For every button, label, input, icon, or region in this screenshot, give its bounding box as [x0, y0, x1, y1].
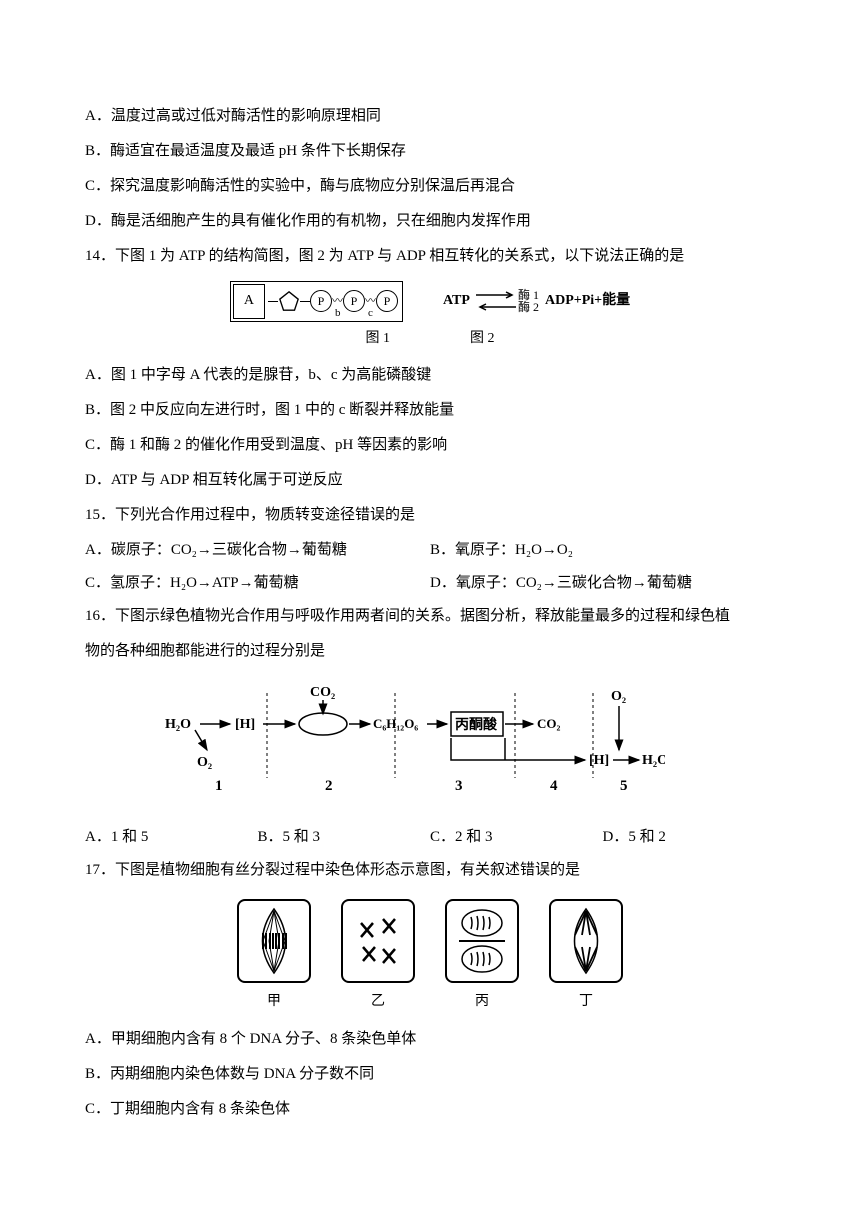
q17-option-c: C．丁期细胞内含有 8 条染色体: [85, 1093, 775, 1126]
svg-text:5: 5: [620, 778, 628, 794]
bond-c: 〰c: [365, 296, 376, 307]
svg-text:3: 3: [455, 778, 463, 794]
cell-jia-label: 甲: [267, 987, 281, 1018]
q16-diagram: H₂O [H] O₂ CO₂ C₆H₁₂O₆ 丙酮酸 CO₂ [H] O₂ H₂…: [145, 678, 775, 811]
cell-jia: [237, 899, 311, 983]
svg-text:1: 1: [215, 778, 223, 794]
svg-text:O₂: O₂: [611, 689, 626, 704]
q17-stem: 17．下图是植物细胞有丝分裂过程中染色体形态示意图，有关叙述错误的是: [85, 854, 775, 887]
svg-text:H₂O: H₂O: [642, 753, 665, 768]
q16-option-c: C．2 和 3: [430, 821, 603, 854]
svg-text:CO₂: CO₂: [537, 716, 561, 731]
q14-stem: 14．下图 1 为 ATP 的结构简图，图 2 为 ATP 与 ADP 相互转化…: [85, 240, 775, 273]
q15-option-d: D．氧原子：CO₂→三碳化合物→葡萄糖: [430, 567, 775, 600]
cell-bing: [445, 899, 519, 983]
q16-stem-1: 16．下图示绿色植物光合作用与呼吸作用两者间的关系。据图分析，释放能量最多的过程…: [85, 600, 775, 633]
q14-diagram: A P 〰b P 〰c P ATP 酶 1 酶 2: [85, 281, 775, 355]
atp-structure-diagram: A P 〰b P 〰c P: [230, 281, 403, 322]
q14-option-b: B．图 2 中反应向左进行时，图 1 中的 c 断裂并释放能量: [85, 394, 775, 427]
phosphate-1: P: [310, 290, 332, 312]
q14-option-a: A．图 1 中字母 A 代表的是腺苷，b、c 为高能磷酸键: [85, 359, 775, 392]
q15-stem: 15．下列光合作用过程中，物质转变途径错误的是: [85, 499, 775, 532]
svg-text:[H]: [H]: [235, 717, 255, 732]
q16-stem-2: 物的各种细胞都能进行的过程分别是: [85, 635, 775, 668]
bond-b: 〰b: [332, 296, 343, 307]
svg-text:CO₂: CO₂: [310, 685, 335, 700]
atp-label: ATP: [443, 286, 470, 317]
cell-yi-label: 乙: [371, 987, 385, 1018]
q14-option-c: C．酶 1 和酶 2 的催化作用受到温度、pH 等因素的影响: [85, 429, 775, 462]
cell-bing-label: 丙: [475, 987, 489, 1018]
cell-yi: [341, 899, 415, 983]
pentagon-icon: [278, 290, 300, 312]
q13-option-d: D．酶是活细胞产生的具有催化作用的有机物，只在细胞内发挥作用: [85, 205, 775, 238]
adenosine-box: A: [233, 284, 265, 319]
q13-option-b: B．酶适宜在最适温度及最适 pH 条件下长期保存: [85, 135, 775, 168]
svg-text:O₂: O₂: [197, 755, 212, 770]
adp-label: ADP+Pi+能量: [545, 286, 630, 317]
phosphate-2: P: [343, 290, 365, 312]
q15-option-b: B．氧原子：H₂O→O₂: [430, 534, 775, 567]
svg-text:C₆H₁₂O₆: C₆H₁₂O₆: [373, 716, 418, 731]
svg-text:H₂O: H₂O: [165, 717, 191, 732]
q17-option-a: A．甲期细胞内含有 8 个 DNA 分子、8 条染色单体: [85, 1023, 775, 1056]
q17-diagram: 甲 乙: [85, 899, 775, 1018]
q16-option-a: A．1 和 5: [85, 821, 258, 854]
q15-option-c: C．氢原子：H₂O→ATP→葡萄糖: [85, 567, 430, 600]
reversible-arrows-icon: 酶 1 酶 2: [476, 289, 539, 313]
q13-option-a: A．温度过高或过低对酶活性的影响原理相同: [85, 100, 775, 133]
fig2-label: 图 2: [470, 324, 495, 355]
q17-option-b: B．丙期细胞内染色体数与 DNA 分子数不同: [85, 1058, 775, 1091]
q13-option-c: C．探究温度影响酶活性的实验中，酶与底物应分别保温后再混合: [85, 170, 775, 203]
q15-option-a: A．碳原子：CO₂→三碳化合物→葡萄糖: [85, 534, 430, 567]
cell-ding-label: 丁: [579, 987, 593, 1018]
svg-text:4: 4: [550, 778, 558, 794]
cell-ding: [549, 899, 623, 983]
q16-option-b: B．5 和 3: [258, 821, 431, 854]
fig1-label: 图 1: [366, 324, 391, 355]
atp-adp-equation: ATP 酶 1 酶 2 ADP+Pi+能量: [443, 286, 630, 317]
svg-text:2: 2: [325, 778, 333, 794]
phosphate-3: P: [376, 290, 398, 312]
svg-text:丙酮酸: 丙酮酸: [455, 716, 498, 733]
q16-option-d: D．5 和 2: [603, 821, 776, 854]
q14-option-d: D．ATP 与 ADP 相互转化属于可逆反应: [85, 464, 775, 497]
svg-text:[H]: [H]: [589, 753, 609, 768]
